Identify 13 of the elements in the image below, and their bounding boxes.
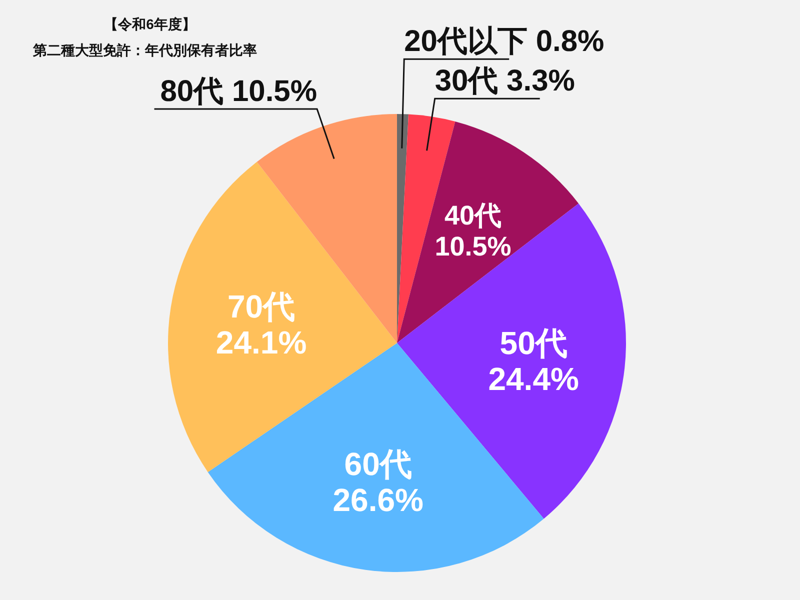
data-label: 26.6%	[332, 482, 424, 518]
slice-label: 30代 3.3%	[434, 64, 575, 98]
slice-label: 20代以下 0.8%	[404, 25, 604, 58]
data-label: 24.1%	[216, 324, 307, 361]
slice-label: 40代	[444, 200, 502, 231]
chart-title: 【令和6年度】	[104, 16, 196, 32]
slice-label: 70代	[227, 288, 296, 325]
data-label: 24.4%	[488, 361, 579, 398]
data-label: 10.5%	[434, 232, 512, 262]
text: 第二種大型免許：年代別保有者比率	[32, 42, 257, 58]
slice-label: 60代	[344, 446, 412, 482]
slice-label: 80代 10.5%	[160, 74, 318, 108]
slice-label: 50代	[500, 325, 568, 362]
